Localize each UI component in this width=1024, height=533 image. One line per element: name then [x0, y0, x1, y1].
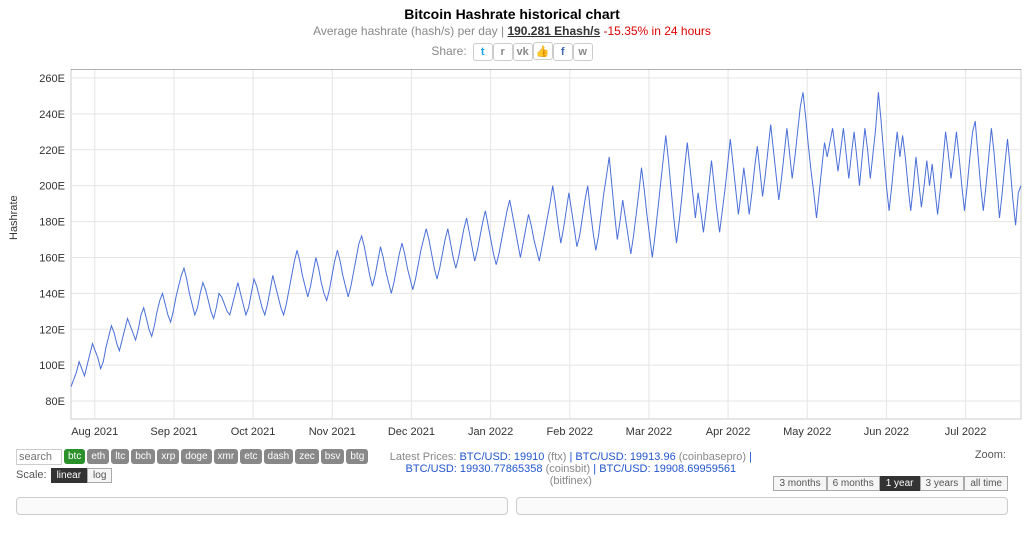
tab-placeholder[interactable] [516, 497, 1008, 515]
svg-text:240E: 240E [39, 108, 65, 120]
coin-doge[interactable]: doge [181, 449, 211, 464]
svg-text:180E: 180E [39, 216, 65, 228]
svg-text:80E: 80E [45, 396, 65, 408]
coin-btg[interactable]: btg [346, 449, 368, 464]
zoom-6-months[interactable]: 6 months [827, 476, 880, 491]
zoom-3-years[interactable]: 3 years [920, 476, 965, 491]
coin-ltc[interactable]: ltc [111, 449, 129, 464]
zoom-label: Zoom: [975, 449, 1006, 461]
svg-text:Mar 2022: Mar 2022 [626, 426, 672, 438]
svg-text:100E: 100E [39, 360, 65, 372]
share-label: Share: [431, 44, 466, 58]
svg-text:Oct 2021: Oct 2021 [231, 426, 276, 438]
svg-text:140E: 140E [39, 288, 65, 300]
svg-text:Jan 2022: Jan 2022 [468, 426, 513, 438]
scale-linear[interactable]: linear [51, 468, 87, 483]
coin-selector: btcethltcbchxrpdogexmretcdashzecbsvbtg [64, 449, 368, 464]
svg-text:220E: 220E [39, 144, 65, 156]
svg-text:Nov 2021: Nov 2021 [309, 426, 356, 438]
svg-text:Jun 2022: Jun 2022 [864, 426, 909, 438]
zoom-1-year[interactable]: 1 year [880, 476, 920, 491]
like-icon[interactable]: 👍 [533, 42, 553, 60]
subtitle: Average hashrate (hash/s) per day | 190.… [8, 24, 1016, 38]
scale-log[interactable]: log [87, 468, 112, 483]
coin-bch[interactable]: bch [131, 449, 155, 464]
svg-text:160E: 160E [39, 252, 65, 264]
reddit-icon[interactable]: r [493, 43, 513, 61]
subtitle-label: Average hashrate (hash/s) per day [313, 24, 498, 38]
bottom-tabs [16, 497, 1008, 515]
subtitle-change: -15.35% in 24 hours [604, 24, 711, 38]
facebook-icon[interactable]: f [553, 43, 573, 61]
zoom-all-time[interactable]: all time [964, 476, 1008, 491]
scale-label: Scale: [16, 469, 47, 481]
coin-eth[interactable]: eth [87, 449, 109, 464]
coin-dash[interactable]: dash [264, 449, 294, 464]
svg-text:Aug 2021: Aug 2021 [71, 426, 118, 438]
hashrate-chart[interactable]: Hashrate 2022/07/11: Bitcoin - Hashrate:… [16, 69, 1008, 449]
coin-xmr[interactable]: xmr [214, 449, 239, 464]
coin-btc[interactable]: btc [64, 449, 85, 464]
coin-zec[interactable]: zec [295, 449, 319, 464]
latest-prices: Latest Prices: BTC/USD: 19910 (ftx) | BT… [368, 451, 773, 487]
svg-text:Sep 2021: Sep 2021 [150, 426, 197, 438]
svg-text:Feb 2022: Feb 2022 [547, 426, 593, 438]
svg-text:200E: 200E [39, 180, 65, 192]
coin-etc[interactable]: etc [240, 449, 261, 464]
svg-text:Jul 2022: Jul 2022 [945, 426, 987, 438]
svg-text:260E: 260E [39, 72, 65, 84]
svg-text:Dec 2021: Dec 2021 [388, 426, 435, 438]
svg-text:Apr 2022: Apr 2022 [706, 426, 751, 438]
coin-bsv[interactable]: bsv [321, 449, 345, 464]
share-row: Share: trvk👍fw [8, 42, 1016, 61]
vk-icon[interactable]: vk [513, 43, 533, 61]
search-input[interactable] [16, 449, 62, 465]
chart-svg: 80E 100E 120E 140E 160E 180E 200E 220E 240E 260E A… [16, 69, 1024, 449]
page-title: Bitcoin Hashrate historical chart [8, 6, 1016, 22]
twitter-icon[interactable]: t [473, 43, 493, 61]
svg-text:120E: 120E [39, 324, 65, 336]
weibo-icon[interactable]: w [573, 43, 593, 61]
svg-text:May 2022: May 2022 [783, 426, 831, 438]
tab-placeholder[interactable] [16, 497, 508, 515]
coin-xrp[interactable]: xrp [157, 449, 179, 464]
subtitle-value: 190.281 Ehash/s [507, 24, 600, 38]
zoom-3-months[interactable]: 3 months [773, 476, 826, 491]
